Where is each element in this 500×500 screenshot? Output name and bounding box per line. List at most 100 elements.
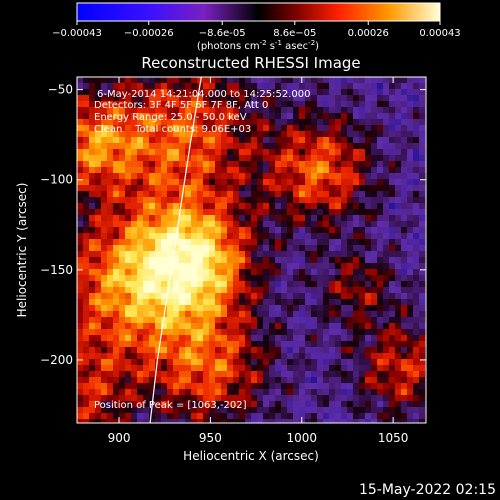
- heatmap-cell: [275, 77, 281, 83]
- heatmap-cell: [365, 269, 371, 275]
- heatmap-cell: [215, 251, 221, 257]
- heatmap-cell: [293, 203, 299, 209]
- heatmap-cell: [329, 191, 335, 197]
- heatmap-cell: [323, 95, 329, 101]
- heatmap-cell: [119, 245, 125, 251]
- heatmap-cell: [257, 269, 263, 275]
- heatmap-cell: [83, 365, 89, 371]
- heatmap-cell: [245, 77, 251, 83]
- heatmap-cell: [299, 341, 305, 347]
- heatmap-cell: [305, 239, 311, 245]
- heatmap-cell: [335, 269, 341, 275]
- heatmap-cell: [347, 269, 353, 275]
- heatmap-cell: [311, 221, 317, 227]
- heatmap-cell: [101, 209, 107, 215]
- heatmap-cell: [173, 383, 179, 389]
- heatmap-cell: [257, 221, 263, 227]
- heatmap-cell: [245, 101, 251, 107]
- heatmap-cell: [209, 131, 215, 137]
- heatmap-cell: [287, 101, 293, 107]
- heatmap-cell: [155, 275, 161, 281]
- heatmap-cell: [203, 353, 209, 359]
- heatmap-cell: [251, 269, 257, 275]
- heatmap-cell: [317, 119, 323, 125]
- heatmap-cell: [197, 251, 203, 257]
- heatmap-cell: [263, 413, 269, 419]
- heatmap-cell: [311, 239, 317, 245]
- heatmap-cell: [317, 293, 323, 299]
- heatmap-cell: [239, 365, 245, 371]
- heatmap-cell: [113, 251, 119, 257]
- heatmap-cell: [77, 383, 83, 389]
- heatmap-cell: [107, 143, 113, 149]
- heatmap-cell: [359, 287, 365, 293]
- heatmap-cell: [413, 329, 419, 335]
- heatmap-cell: [413, 323, 419, 329]
- heatmap-cell: [149, 287, 155, 293]
- heatmap-cell: [365, 179, 371, 185]
- heatmap-cell: [95, 257, 101, 263]
- heatmap-cell: [215, 323, 221, 329]
- heatmap-cell: [125, 137, 131, 143]
- heatmap-cell: [419, 257, 425, 263]
- heatmap-cell: [233, 167, 239, 173]
- heatmap-cell: [371, 359, 377, 365]
- heatmap-cell: [185, 383, 191, 389]
- heatmap-cell: [275, 269, 281, 275]
- heatmap-cell: [179, 263, 185, 269]
- heatmap-cell: [335, 215, 341, 221]
- heatmap-cell: [197, 185, 203, 191]
- heatmap-cell: [101, 245, 107, 251]
- heatmap-cell: [401, 95, 407, 101]
- heatmap-cell: [365, 323, 371, 329]
- heatmap-cell: [197, 335, 203, 341]
- heatmap-cell: [407, 125, 413, 131]
- heatmap-cell: [413, 377, 419, 383]
- heatmap-cell: [221, 107, 227, 113]
- heatmap-cell: [155, 383, 161, 389]
- heatmap-cell: [149, 245, 155, 251]
- heatmap-cell: [257, 401, 263, 407]
- heatmap-cell: [377, 341, 383, 347]
- heatmap-cell: [83, 89, 89, 95]
- heatmap-cell: [179, 407, 185, 413]
- heatmap-cell: [107, 311, 113, 317]
- heatmap-cell: [413, 347, 419, 353]
- heatmap-cell: [257, 419, 263, 423]
- heatmap-cell: [185, 77, 191, 83]
- heatmap-cell: [257, 359, 263, 365]
- heatmap-cell: [383, 197, 389, 203]
- heatmap-cell: [197, 197, 203, 203]
- heatmap-cell: [167, 407, 173, 413]
- heatmap-cell: [389, 173, 395, 179]
- heatmap-cell: [377, 383, 383, 389]
- heatmap-cell: [281, 293, 287, 299]
- heatmap-cell: [203, 275, 209, 281]
- heatmap-cell: [149, 413, 155, 419]
- heatmap-cell: [245, 203, 251, 209]
- heatmap-cell: [329, 113, 335, 119]
- heatmap-cell: [353, 347, 359, 353]
- heatmap-cell: [131, 377, 137, 383]
- heatmap-cell: [197, 347, 203, 353]
- heatmap-cell: [113, 119, 119, 125]
- heatmap-cell: [401, 113, 407, 119]
- heatmap-cell: [299, 245, 305, 251]
- heatmap-cell: [347, 413, 353, 419]
- heatmap-cell: [83, 407, 89, 413]
- heatmap-cell: [245, 299, 251, 305]
- heatmap-cell: [353, 275, 359, 281]
- heatmap-cell: [215, 317, 221, 323]
- heatmap-cell: [131, 197, 137, 203]
- heatmap-cell: [395, 173, 401, 179]
- heatmap-cell: [419, 317, 425, 323]
- heatmap-cell: [233, 173, 239, 179]
- heatmap-cell: [209, 407, 215, 413]
- heatmap-cell: [383, 161, 389, 167]
- heatmap-cell: [191, 377, 197, 383]
- heatmap-cell: [353, 185, 359, 191]
- heatmap-cell: [149, 89, 155, 95]
- heatmap-cell: [155, 221, 161, 227]
- heatmap-cell: [143, 389, 149, 395]
- heatmap-cell: [125, 203, 131, 209]
